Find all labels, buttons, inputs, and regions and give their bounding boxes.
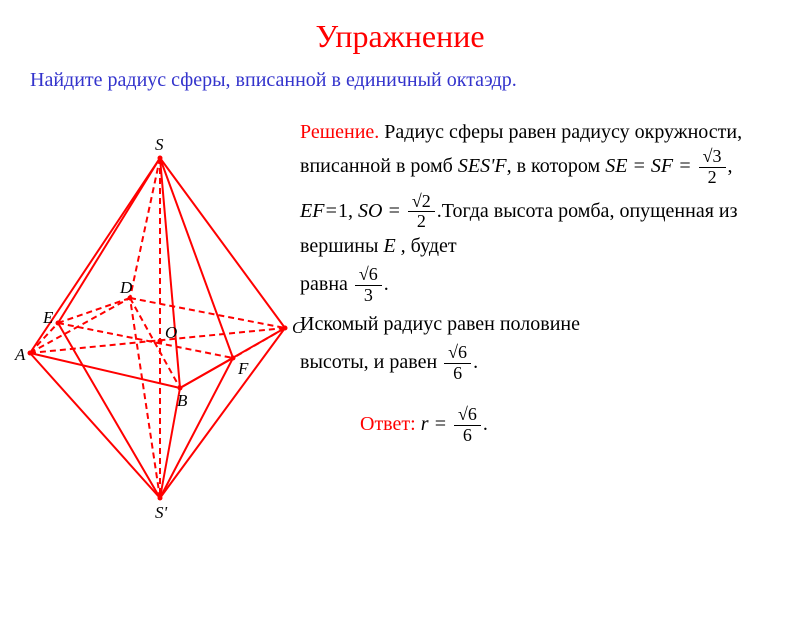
answer: Ответ: r = √6 6 .	[360, 405, 780, 446]
title: Упражнение	[0, 18, 800, 55]
solution-text: Решение. Радиус сферы равен радиусу окру…	[300, 118, 780, 450]
svg-text:S: S	[155, 135, 164, 154]
svg-text:F: F	[237, 359, 249, 378]
svg-text:O: O	[165, 323, 177, 342]
fraction-sqrt3-2: √3 2	[699, 147, 726, 188]
answer-fraction: √6 6	[454, 405, 481, 446]
octahedron-diagram: SS'ABCDEFO	[10, 128, 310, 528]
svg-text:A: A	[14, 345, 26, 364]
fraction-sqrt6-3: √6 3	[355, 265, 382, 306]
svg-text:D: D	[119, 278, 133, 297]
solution-lead: Решение.	[300, 121, 379, 143]
problem-statement: Найдите радиус сферы, вписанной в единич…	[30, 69, 800, 92]
fraction-sqrt2-2: √2 2	[408, 192, 435, 233]
fraction-sqrt6-6: √6 6	[444, 343, 471, 384]
svg-text:E: E	[42, 308, 54, 327]
svg-text:B: B	[177, 391, 188, 410]
svg-text:S': S'	[155, 503, 168, 522]
